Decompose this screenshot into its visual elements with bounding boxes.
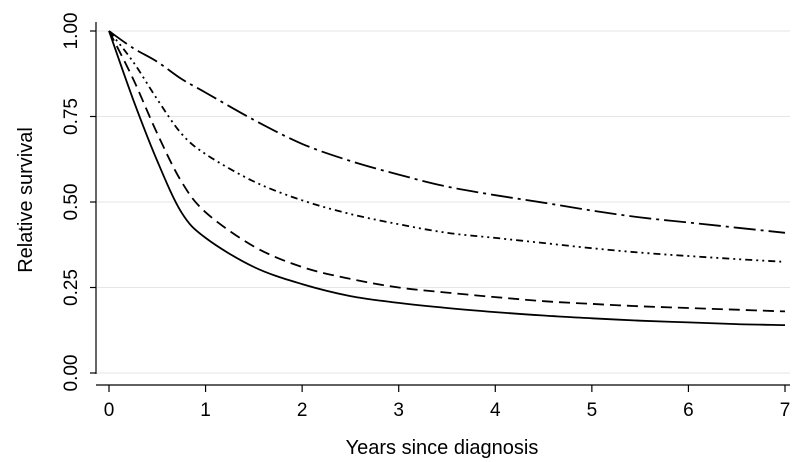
x-tick-label: 7 [780,400,791,421]
series-line-dash [108,30,786,313]
series-line-long-dash-dot [108,30,786,234]
x-tick-label: 4 [490,400,501,421]
y-tick-label: 0.50 [61,184,82,221]
x-tick-label: 2 [297,400,308,421]
x-tick-label: 0 [104,400,115,421]
x-tick-label: 5 [587,400,598,421]
x-tick-label: 3 [393,400,404,421]
y-tick-label: 0.25 [61,269,82,306]
x-axis-label: Years since diagnosis [346,437,539,459]
y-tick-label: 0.00 [61,355,82,392]
x-axis-ticks: 0 1 2 3 4 5 6 7 [104,385,791,421]
y-tick-label: 1.00 [61,13,82,50]
x-tick-label: 6 [683,400,694,421]
series-line-dash-dot-dot [108,30,786,263]
series-line-solid [108,30,786,326]
x-tick-label: 1 [200,400,211,421]
axes [95,22,790,386]
y-tick-label: 0.75 [61,98,82,135]
series-lines [108,30,786,326]
gridlines [97,30,790,374]
y-axis-label: Relative survival [15,127,37,273]
y-axis-ticks: 0.00 0.25 0.50 0.75 1.00 [61,13,96,392]
